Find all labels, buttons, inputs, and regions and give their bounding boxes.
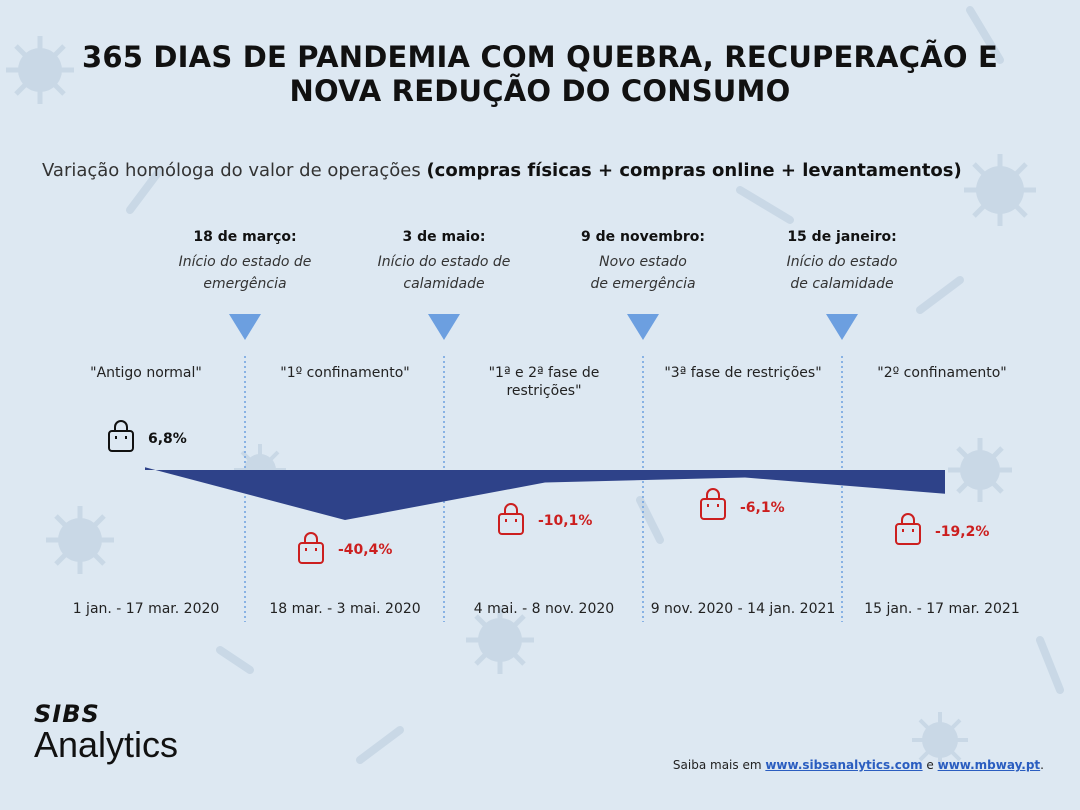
event-marker-3 [627,314,659,340]
page-title: 365 DIAS DE PANDEMIA COM QUEBRA, RECUPER… [81,40,998,108]
sibs-analytics-logo: SIBS Analytics [34,700,178,766]
value-label-1: 6,8% [148,431,187,447]
footer-prefix: Saiba mais em [672,758,766,772]
period-label-3: 4 mai. - 8 nov. 2020 [473,601,615,617]
footer-note: Saiba mais em www.sibsanalytics.com e ww… [673,758,1044,772]
sibsanalytics-link[interactable]: www.sibsanalytics.com [765,758,923,772]
value-label-5: -19,2% [935,524,990,540]
event-description: Início do estado de calamidade [377,254,511,292]
phase-label-5: "2º confinamento" [877,365,1007,381]
mbway-link[interactable]: www.mbway.pt [937,758,1041,772]
value-label-4: -6,1% [740,500,785,516]
period-label-2: 18 mar. - 3 mai. 2020 [269,601,421,617]
phase-label-2: "1º confinamento" [280,365,410,381]
event-marker-4 [826,314,858,340]
value-label-3: -10,1% [538,513,593,529]
logo-product: Analytics [34,724,179,765]
footer-middle: e [922,758,938,772]
subtitle-bold: (compras físicas + compras online + leva… [426,160,962,181]
event-marker-2 [428,314,460,340]
shopping-bag-icon [298,532,324,564]
period-label-5: 15 jan. - 17 mar. 2021 [864,601,1020,617]
phase-label-4: "3ª fase de restrições" [664,365,822,381]
event-description: Novo estado de emergência [590,254,696,292]
phase-label-3: "1ª e 2ª fase de restrições" [488,365,600,399]
subtitle-plain: Variação homóloga do valor de operações [42,160,427,181]
event-1: 18 de março: Início do estado de emergên… [145,229,345,295]
area-series [145,467,945,520]
chart-subtitle: Variação homóloga do valor de operações … [42,160,962,181]
period-label-1: 1 jan. - 17 mar. 2020 [72,601,220,617]
shopping-bag-icon [108,420,134,452]
footer-suffix: . [1040,758,1044,772]
event-description: Início do estado de calamidade [786,254,898,292]
logo-brand: SIBS [34,700,100,728]
period-label-4: 9 nov. 2020 - 14 jan. 2021 [650,601,836,617]
event-date: 15 de janeiro: [787,229,897,245]
event-description: Início do estado de emergência [178,254,312,292]
event-date: 3 de maio: [402,229,486,245]
shopping-bag-icon [700,488,726,520]
event-date: 9 de novembro: [581,229,705,245]
event-3: 9 de novembro: Novo estado de emergência [543,229,743,295]
shopping-bag-icon [498,503,524,535]
event-marker-1 [229,314,261,340]
event-2: 3 de maio: Início do estado de calamidad… [344,229,544,295]
value-label-2: -40,4% [338,542,393,558]
phase-label-1: "Antigo normal" [90,365,202,381]
event-4: 15 de janeiro: Início do estado de calam… [742,229,942,295]
shopping-bag-icon [895,513,921,545]
event-date: 18 de março: [193,229,297,245]
